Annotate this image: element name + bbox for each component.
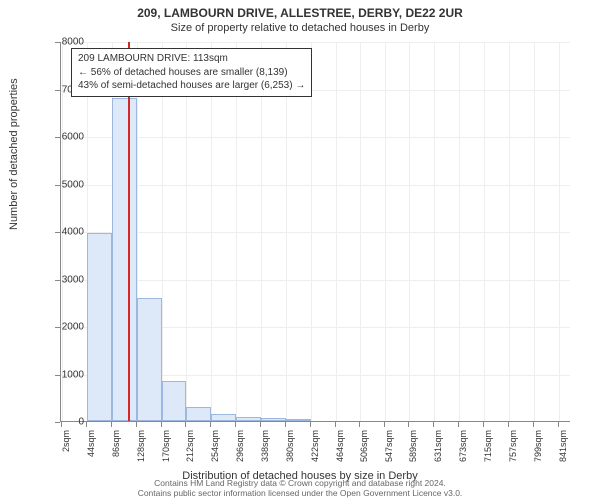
histogram-bar <box>286 419 311 421</box>
chart-container: 209 LAMBOURN DRIVE: 113sqm ← 56% of deta… <box>60 42 570 422</box>
gridline-v <box>484 42 485 421</box>
xtick-mark <box>335 422 336 427</box>
xtick-mark <box>285 422 286 427</box>
ytick-label: 1000 <box>44 369 84 380</box>
gridline-v <box>286 42 287 421</box>
histogram-bar <box>261 418 286 421</box>
gridline-v <box>409 42 410 421</box>
histogram-bar <box>137 298 162 422</box>
gridline-v <box>211 42 212 421</box>
xtick-label: 254sqm <box>210 430 220 480</box>
histogram-bar <box>87 233 112 421</box>
xtick-mark <box>260 422 261 427</box>
ytick-label: 0 <box>44 417 84 428</box>
annotation-line1: 209 LAMBOURN DRIVE: 113sqm <box>78 52 305 66</box>
annotation-box: 209 LAMBOURN DRIVE: 113sqm ← 56% of deta… <box>71 48 312 97</box>
annotation-line3: 43% of semi-detached houses are larger (… <box>78 79 305 93</box>
xtick-label: 757sqm <box>508 430 518 480</box>
xtick-label: 631sqm <box>433 430 443 480</box>
y-axis-label: Number of detached properties <box>8 78 20 230</box>
xtick-label: 715sqm <box>483 430 493 480</box>
histogram-bar <box>112 98 137 421</box>
xtick-mark <box>408 422 409 427</box>
xtick-mark <box>61 422 62 427</box>
xtick-mark <box>185 422 186 427</box>
xtick-mark <box>210 422 211 427</box>
xtick-label: 799sqm <box>533 430 543 480</box>
xtick-label: 464sqm <box>335 430 345 480</box>
histogram-bar <box>236 417 261 421</box>
xtick-mark <box>558 422 559 427</box>
xtick-label: 2sqm <box>61 430 71 480</box>
annotation-line2: ← 56% of detached houses are smaller (8,… <box>78 66 305 80</box>
xtick-mark <box>508 422 509 427</box>
histogram-bar <box>162 381 187 421</box>
gridline-v <box>385 42 386 421</box>
gridline-v <box>236 42 237 421</box>
xtick-mark <box>458 422 459 427</box>
xtick-mark <box>533 422 534 427</box>
gridline-v <box>360 42 361 421</box>
gridline-v <box>509 42 510 421</box>
gridline-v <box>162 42 163 421</box>
xtick-mark <box>384 422 385 427</box>
xtick-mark <box>310 422 311 427</box>
xtick-label: 86sqm <box>111 430 121 480</box>
gridline-v <box>434 42 435 421</box>
ytick-label: 2000 <box>44 322 84 333</box>
xtick-label: 547sqm <box>384 430 394 480</box>
xtick-label: 128sqm <box>136 430 146 480</box>
xtick-mark <box>433 422 434 427</box>
plot-area: 209 LAMBOURN DRIVE: 113sqm ← 56% of deta… <box>60 42 570 422</box>
gridline-v <box>261 42 262 421</box>
gridline-v <box>336 42 337 421</box>
chart-subtitle: Size of property relative to detached ho… <box>0 20 600 34</box>
xtick-label: 673sqm <box>458 430 468 480</box>
histogram-bar <box>186 407 211 421</box>
marker-line <box>128 42 130 421</box>
ytick-label: 8000 <box>44 37 84 48</box>
xtick-label: 506sqm <box>359 430 369 480</box>
ytick-label: 3000 <box>44 274 84 285</box>
xtick-mark <box>161 422 162 427</box>
xtick-mark <box>111 422 112 427</box>
xtick-label: 589sqm <box>408 430 418 480</box>
gridline-v <box>534 42 535 421</box>
xtick-label: 338sqm <box>260 430 270 480</box>
xtick-label: 841sqm <box>558 430 568 480</box>
footer-line2: Contains public sector information licen… <box>0 488 600 498</box>
xtick-mark <box>359 422 360 427</box>
footer: Contains HM Land Registry data © Crown c… <box>0 478 600 498</box>
xtick-mark <box>86 422 87 427</box>
gridline-v <box>559 42 560 421</box>
gridline-v <box>459 42 460 421</box>
xtick-label: 422sqm <box>310 430 320 480</box>
xtick-label: 296sqm <box>235 430 245 480</box>
histogram-bar <box>211 414 236 421</box>
xtick-label: 44sqm <box>86 430 96 480</box>
xtick-mark <box>235 422 236 427</box>
xtick-mark <box>136 422 137 427</box>
chart-title: 209, LAMBOURN DRIVE, ALLESTREE, DERBY, D… <box>0 0 600 20</box>
xtick-label: 212sqm <box>185 430 195 480</box>
ytick-label: 5000 <box>44 179 84 190</box>
xtick-mark <box>483 422 484 427</box>
ytick-label: 6000 <box>44 132 84 143</box>
xtick-label: 170sqm <box>161 430 171 480</box>
gridline-v <box>186 42 187 421</box>
ytick-label: 4000 <box>44 227 84 238</box>
xtick-label: 380sqm <box>285 430 295 480</box>
gridline-v <box>311 42 312 421</box>
